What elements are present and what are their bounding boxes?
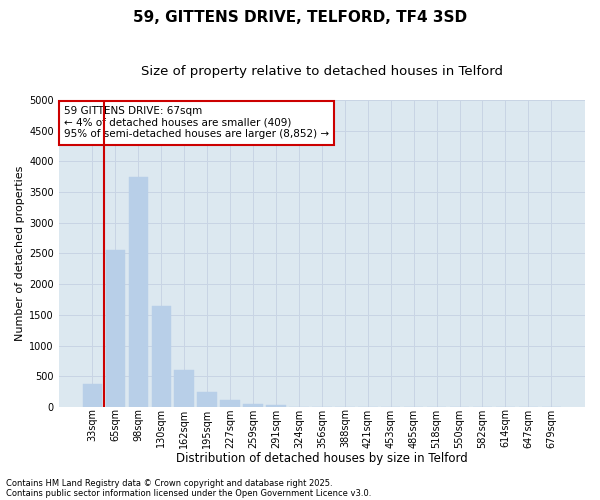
Text: 59 GITTENS DRIVE: 67sqm
← 4% of detached houses are smaller (409)
95% of semi-de: 59 GITTENS DRIVE: 67sqm ← 4% of detached… [64,106,329,140]
Text: Contains public sector information licensed under the Open Government Licence v3: Contains public sector information licen… [6,488,371,498]
Bar [175,370,194,407]
Text: 59, GITTENS DRIVE, TELFORD, TF4 3SD: 59, GITTENS DRIVE, TELFORD, TF4 3SD [133,10,467,25]
X-axis label: Distribution of detached houses by size in Telford: Distribution of detached houses by size … [176,452,468,465]
Bar [106,250,125,407]
Y-axis label: Number of detached properties: Number of detached properties [15,166,25,341]
Bar [83,384,102,407]
Bar [220,400,240,407]
Bar [128,176,148,407]
Title: Size of property relative to detached houses in Telford: Size of property relative to detached ho… [141,65,503,78]
Bar [197,392,217,407]
Text: Contains HM Land Registry data © Crown copyright and database right 2025.: Contains HM Land Registry data © Crown c… [6,478,332,488]
Bar [152,306,171,407]
Bar [244,404,263,407]
Bar [266,405,286,407]
